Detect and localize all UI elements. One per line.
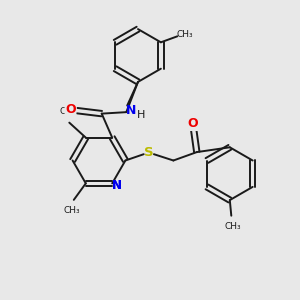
- Text: O: O: [65, 103, 76, 116]
- Text: N: N: [112, 179, 122, 192]
- Text: CH₃: CH₃: [64, 206, 81, 215]
- Text: N: N: [112, 179, 122, 192]
- Text: N: N: [126, 104, 136, 117]
- Text: H: H: [136, 110, 145, 119]
- Text: CH₃: CH₃: [224, 222, 241, 231]
- Text: S: S: [144, 146, 154, 159]
- Text: CH₃: CH₃: [177, 30, 193, 39]
- Text: CH₃: CH₃: [59, 107, 76, 116]
- Text: O: O: [187, 117, 198, 130]
